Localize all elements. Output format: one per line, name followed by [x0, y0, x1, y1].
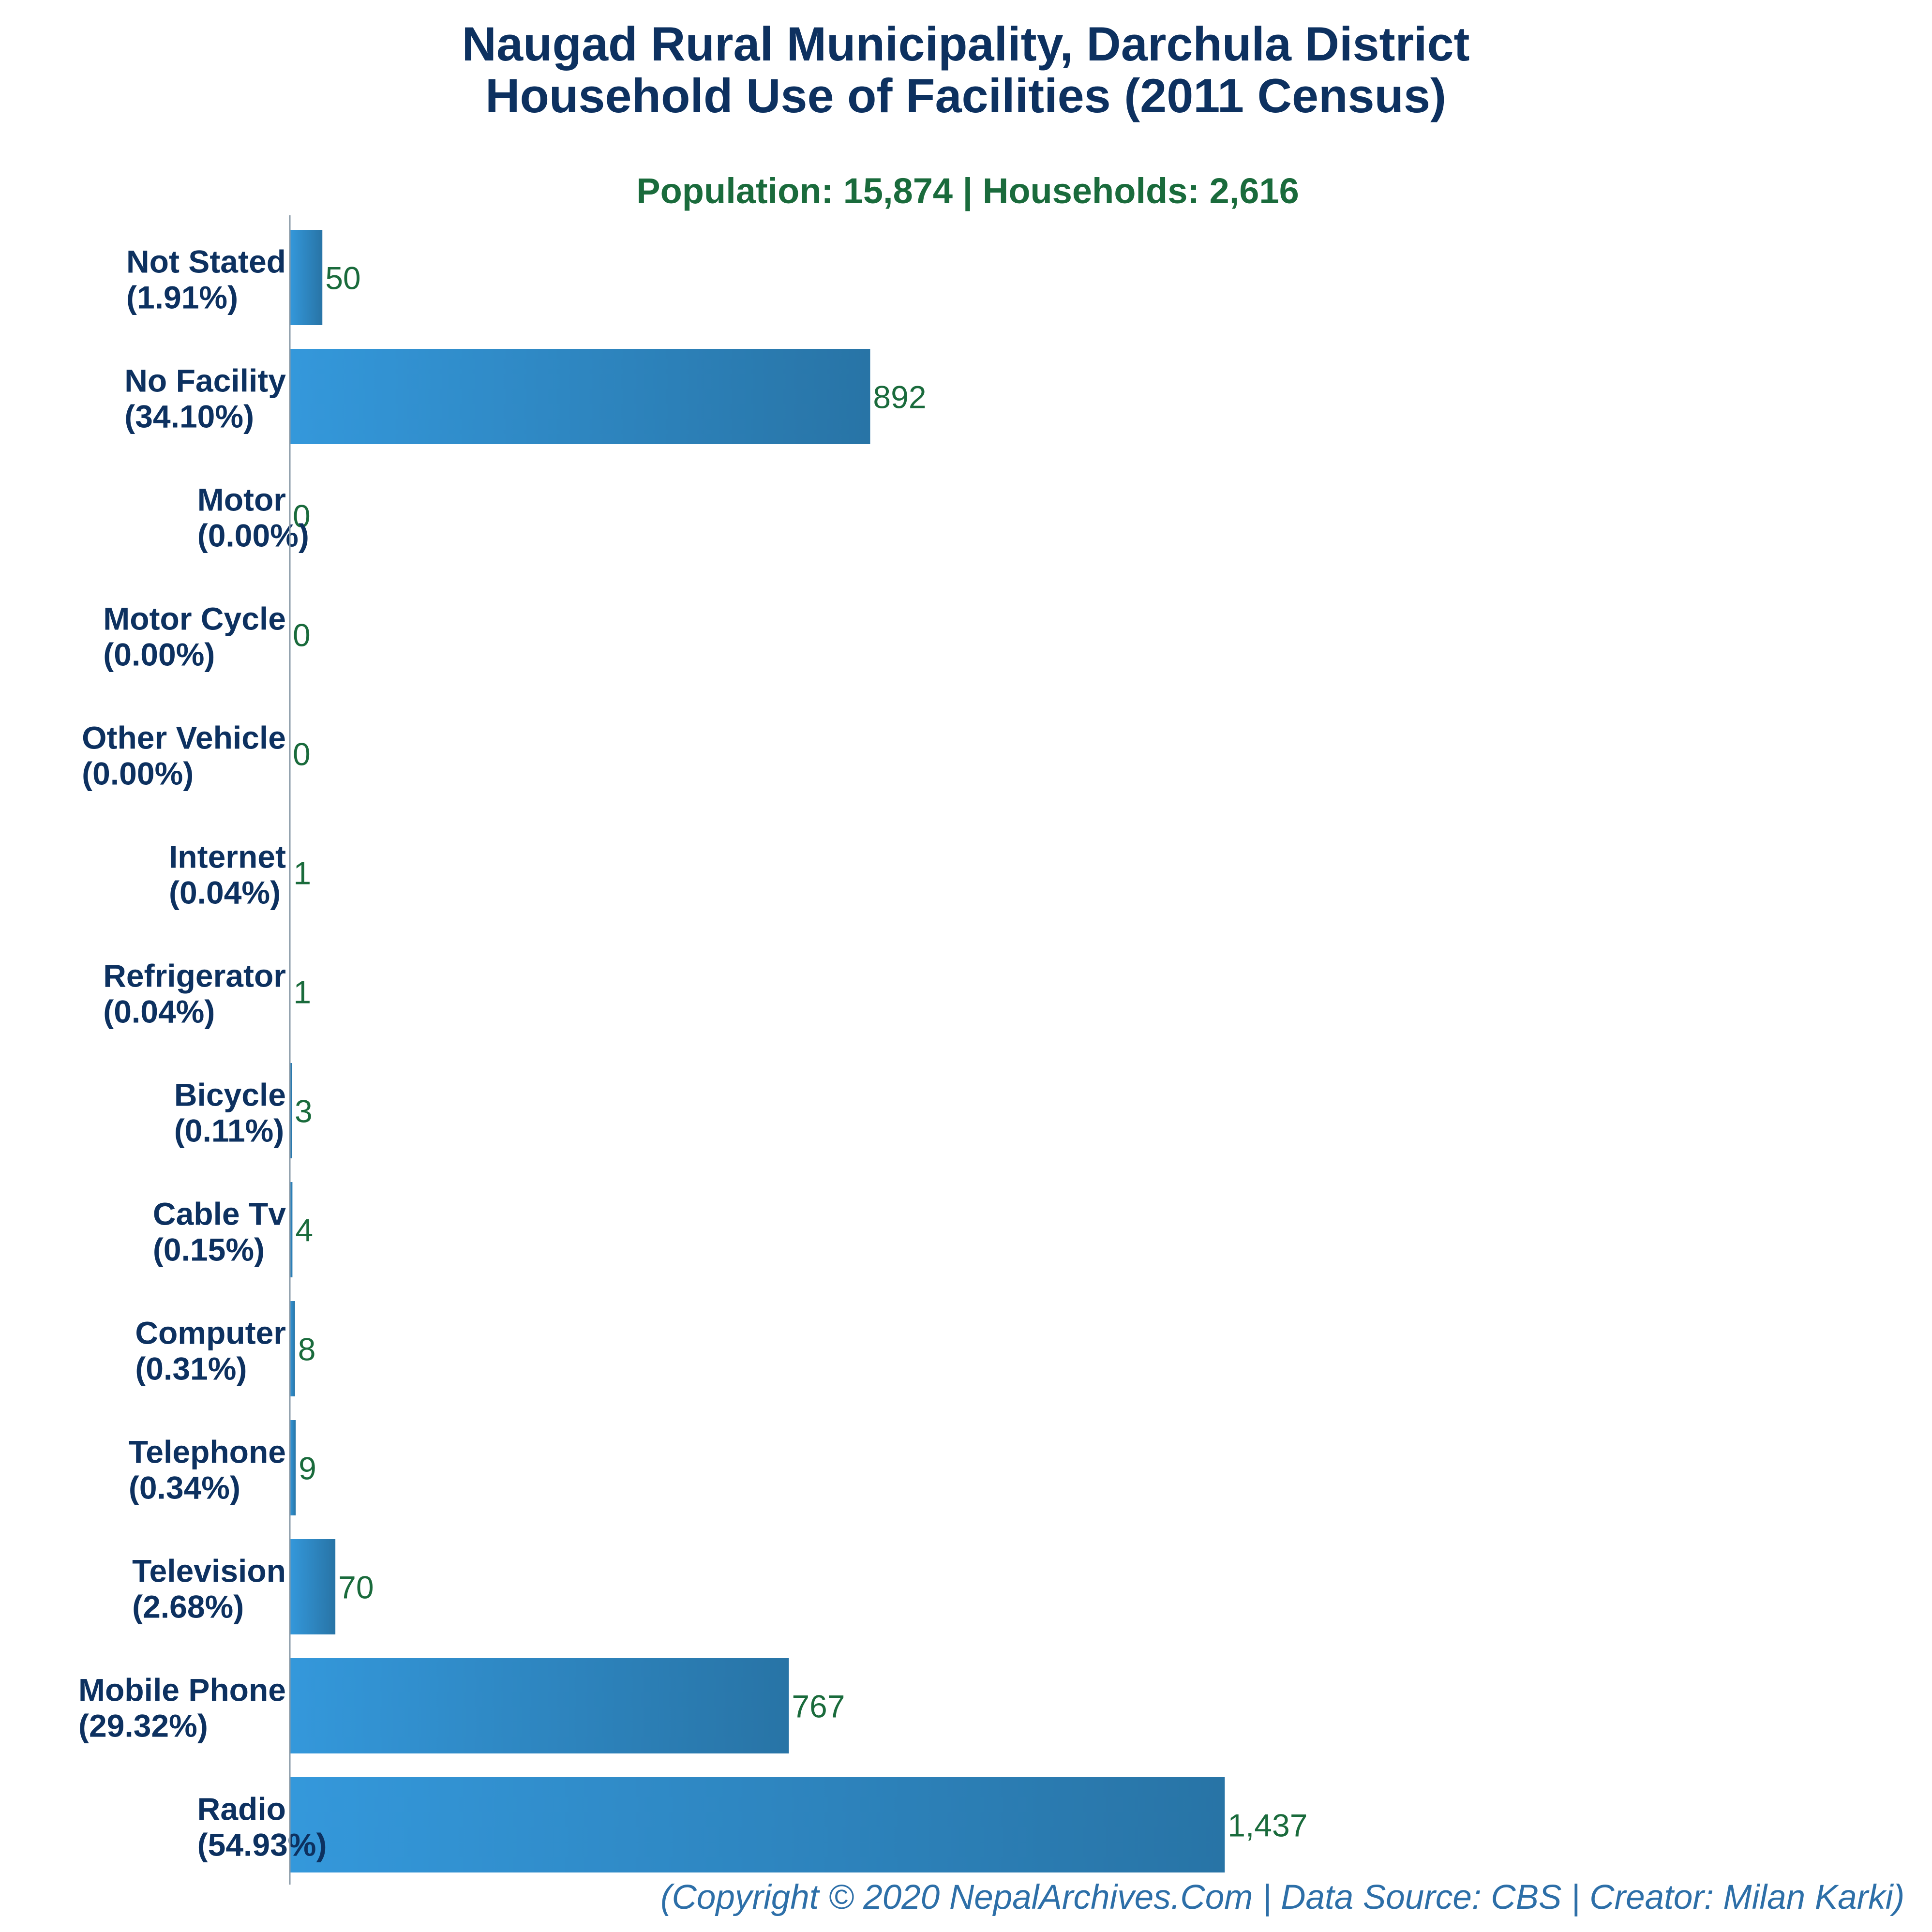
percent-label: (0.34%): [129, 1470, 240, 1506]
value-label: 8: [298, 1332, 316, 1367]
percent-label: (0.00%): [197, 518, 309, 554]
percent-label: (29.32%): [78, 1708, 208, 1744]
category-label: Radio: [197, 1791, 286, 1827]
category-label: Not Stated: [126, 244, 286, 280]
bar-cable-tv: [290, 1182, 293, 1277]
percent-label: (2.68%): [132, 1589, 244, 1625]
value-label: 1,437: [1228, 1808, 1307, 1843]
value-label: 1: [293, 974, 311, 1010]
chart-subtitle: Population: 15,874 | Households: 2,616: [636, 171, 1299, 211]
bar-telephone: [290, 1420, 296, 1515]
category-label: Internet: [169, 839, 286, 875]
category-label: Other Vehicle: [82, 720, 286, 756]
category-label: No Facility: [124, 363, 286, 399]
bar-computer: [290, 1301, 295, 1396]
percent-label: (0.31%): [135, 1351, 247, 1387]
bar-bicycle: [290, 1063, 292, 1158]
value-label: 9: [299, 1451, 316, 1486]
bar-mobile-phone: [290, 1658, 789, 1753]
percent-label: (0.00%): [82, 756, 194, 792]
category-label: Bicycle: [174, 1077, 286, 1113]
bar-television: [290, 1539, 336, 1634]
value-label: 3: [295, 1093, 313, 1129]
footer-credit: (Copyright © 2020 NepalArchives.Com | Da…: [660, 1878, 1904, 1917]
category-label: Motor: [197, 482, 286, 518]
percent-label: (34.10%): [124, 399, 254, 434]
value-label: 4: [295, 1213, 313, 1248]
value-label: 70: [338, 1570, 374, 1605]
bars-group: 50 Not Stated(1.91%) 892 No Facility(34.10%…: [78, 230, 1307, 1872]
category-label: Cable Tv: [153, 1196, 286, 1232]
percent-label: (0.04%): [103, 994, 215, 1030]
percent-label: (54.93%): [197, 1827, 327, 1863]
bar-not-stated: [290, 230, 323, 325]
chart-title-line2: Household Use of Facilities (2011 Census…: [485, 69, 1446, 122]
percent-label: (1.91%): [126, 280, 238, 315]
value-label: 0: [293, 736, 311, 772]
value-label: 892: [873, 379, 926, 415]
chart-title: Naugad Rural Municipality, Darchula Dist…: [462, 17, 1469, 71]
bar-radio: [290, 1777, 1225, 1872]
percent-label: (0.04%): [169, 875, 281, 911]
bar-no-facility: [290, 349, 870, 444]
value-label: 0: [293, 498, 311, 534]
category-label: Television: [132, 1553, 286, 1589]
category-label: Mobile Phone: [78, 1672, 286, 1708]
category-label: Telephone: [129, 1434, 286, 1470]
value-label: 767: [792, 1689, 845, 1724]
percent-label: (0.15%): [153, 1232, 265, 1268]
percent-label: (0.11%): [174, 1113, 284, 1149]
category-label: Refrigerator: [103, 958, 286, 994]
category-label: Computer: [135, 1315, 286, 1351]
percent-label: (0.00%): [103, 637, 215, 673]
value-label: 50: [325, 260, 360, 296]
category-label: Motor Cycle: [103, 601, 286, 637]
value-label: 1: [293, 855, 311, 891]
value-label: 0: [293, 617, 311, 653]
